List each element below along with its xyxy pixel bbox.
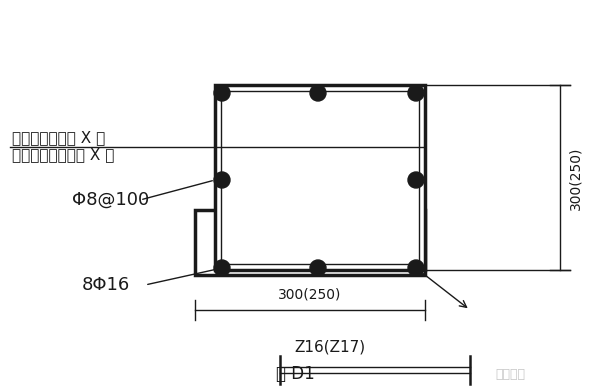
Text: 300(250): 300(250) xyxy=(568,146,582,210)
Text: 8Φ16: 8Φ16 xyxy=(82,276,130,294)
Bar xyxy=(195,210,425,275)
Circle shape xyxy=(408,260,424,276)
Text: 尾丁施工: 尾丁施工 xyxy=(495,369,525,381)
Text: Φ8@100: Φ8@100 xyxy=(72,191,149,209)
Circle shape xyxy=(214,85,230,101)
Text: 见设计变更通知单 X 号: 见设计变更通知单 X 号 xyxy=(12,147,115,163)
Circle shape xyxy=(408,85,424,101)
Circle shape xyxy=(214,260,230,276)
Bar xyxy=(221,91,419,264)
Circle shape xyxy=(310,260,326,276)
Text: 或工程洽商记录 X 号: 或工程洽商记录 X 号 xyxy=(12,130,105,146)
Text: Z16(Z17): Z16(Z17) xyxy=(294,340,365,355)
Text: 300(250): 300(250) xyxy=(278,288,341,302)
Circle shape xyxy=(214,172,230,188)
Text: 图 D1: 图 D1 xyxy=(276,365,314,383)
Circle shape xyxy=(408,172,424,188)
Bar xyxy=(215,85,425,270)
Circle shape xyxy=(310,85,326,101)
